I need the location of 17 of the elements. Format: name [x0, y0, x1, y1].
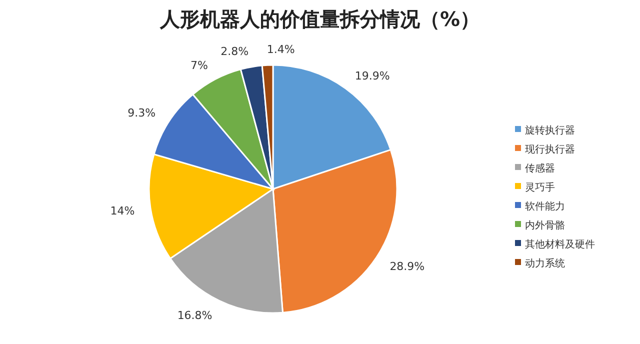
- data-label: 1.4%: [266, 42, 295, 56]
- legend-label: 传感器: [525, 162, 555, 174]
- legend-label: 其他材料及硬件: [525, 238, 595, 250]
- legend-label: 旋转执行器: [525, 124, 575, 136]
- data-label: 2.8%: [220, 45, 249, 58]
- data-label: 9.3%: [128, 106, 156, 120]
- legend-label: 动力系统: [525, 258, 565, 270]
- legend-label: 软件能力: [525, 200, 565, 212]
- chart-title: 人形机器人的价值量拆分情况（%）: [158, 7, 480, 31]
- legend-label: 现行执行器: [525, 144, 575, 156]
- legend-label: 内外骨骼: [525, 220, 565, 232]
- data-label: 14%: [110, 204, 135, 218]
- data-label: 28.9%: [390, 260, 425, 274]
- data-label: 16.8%: [177, 308, 212, 322]
- data-label: 19.9%: [354, 69, 390, 82]
- legend-label: 灵巧手: [525, 182, 555, 194]
- data-label: 7%: [190, 58, 208, 72]
